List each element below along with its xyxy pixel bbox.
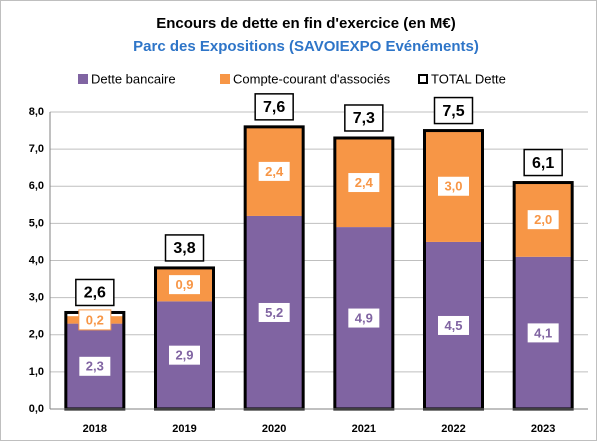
label-box <box>526 209 560 231</box>
legend-swatch <box>78 74 88 84</box>
value-label: 2,4 <box>265 164 284 179</box>
total-label: 7,6 <box>263 99 285 116</box>
label-box <box>164 234 205 262</box>
legend-swatch <box>418 74 428 84</box>
total-label: 3,8 <box>173 240 195 257</box>
value-label: 0,2 <box>86 312 104 327</box>
value-label: 0,9 <box>175 277 193 292</box>
x-tick-label: 2018 <box>83 423 107 435</box>
label-box <box>344 104 384 132</box>
y-tick-label: 5,0 <box>29 217 44 229</box>
y-tick-label: 7,0 <box>29 143 44 155</box>
label-box <box>168 344 201 366</box>
label-box <box>347 172 381 194</box>
value-label: 2,4 <box>355 175 374 190</box>
value-label: 4,5 <box>444 318 462 333</box>
y-tick-label: 0,0 <box>29 403 44 415</box>
chart-subtitle: Parc des Expositions (SAVOIEXPO Evénémen… <box>133 38 479 55</box>
value-label: 3,0 <box>444 179 462 194</box>
value-label: 2,9 <box>175 348 193 363</box>
y-tick-label: 3,0 <box>29 292 44 304</box>
value-label: 2,0 <box>534 212 552 227</box>
x-tick-label: 2023 <box>531 423 555 435</box>
label-box <box>523 148 563 177</box>
x-tick-label: 2022 <box>441 423 465 435</box>
label-box <box>78 355 112 377</box>
label-box <box>437 175 470 197</box>
total-label: 7,3 <box>353 110 375 127</box>
label-box <box>168 274 201 296</box>
total-label: 2,6 <box>84 285 106 302</box>
label-box <box>75 278 115 307</box>
label-box <box>526 322 560 344</box>
x-tick-label: 2021 <box>352 423 376 435</box>
value-label: 4,9 <box>355 310 373 325</box>
y-tick-label: 8,0 <box>29 106 44 118</box>
legend-label: Compte-courant d'associés <box>233 71 391 86</box>
total-label: 7,5 <box>442 103 464 120</box>
x-tick-label: 2020 <box>262 423 286 435</box>
label-box <box>347 307 381 329</box>
value-label: 5,2 <box>265 305 283 320</box>
y-tick-label: 6,0 <box>29 180 44 192</box>
label-box <box>254 93 294 121</box>
total-label: 6,1 <box>532 155 554 172</box>
chart-title: Encours de dette en fin d'exercice (en M… <box>156 15 455 32</box>
legend-label: Dette bancaire <box>91 71 176 86</box>
y-tick-label: 2,0 <box>29 329 44 341</box>
y-tick-label: 4,0 <box>29 254 44 266</box>
label-box <box>257 301 291 323</box>
label-box <box>78 309 112 331</box>
value-label: 4,1 <box>534 325 552 340</box>
label-box <box>257 160 291 182</box>
label-box <box>433 96 474 125</box>
value-label: 2,3 <box>86 359 104 374</box>
x-tick-label: 2019 <box>172 423 196 435</box>
label-box <box>437 314 470 336</box>
legend-swatch <box>220 74 230 84</box>
legend-label: TOTAL Dette <box>431 71 506 86</box>
y-tick-label: 1,0 <box>29 366 44 378</box>
